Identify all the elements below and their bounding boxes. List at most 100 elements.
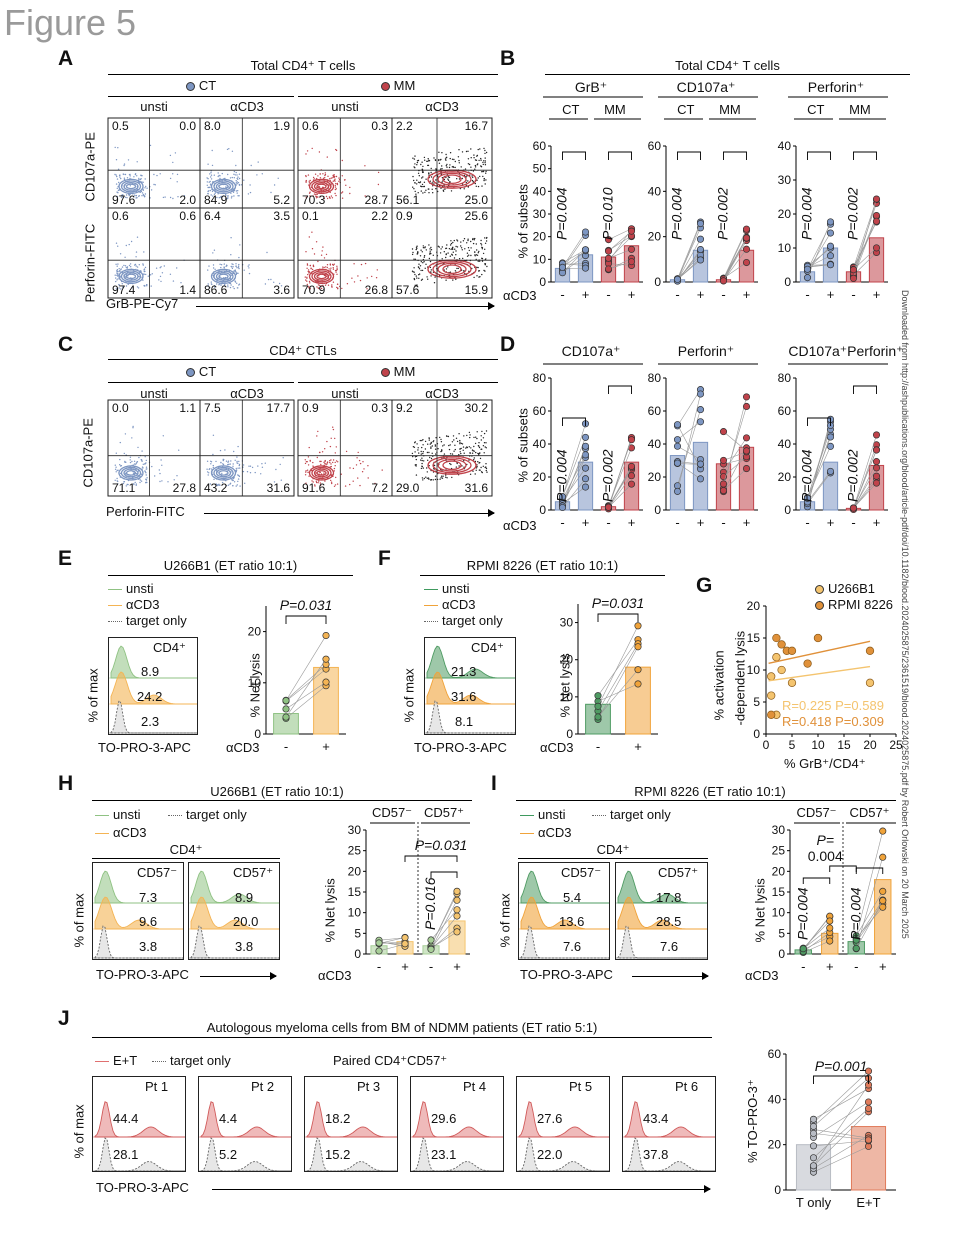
event-dot xyxy=(475,469,477,471)
data-point xyxy=(673,487,682,495)
event-dot xyxy=(211,164,214,167)
event-dot xyxy=(135,484,137,486)
event-dot xyxy=(176,267,178,269)
event-dot xyxy=(220,461,222,464)
y-tick-label: 20 xyxy=(778,470,792,484)
a-xlabel: GrB-PE-Cy7 xyxy=(106,296,179,311)
event-dot xyxy=(454,166,456,169)
event-dot xyxy=(474,168,476,170)
event-dot xyxy=(418,452,420,454)
event-dot xyxy=(460,452,462,455)
pair-line xyxy=(285,635,327,701)
event-dot xyxy=(349,186,351,189)
event-dot xyxy=(312,481,314,483)
event-dot xyxy=(124,275,126,277)
event-dot xyxy=(330,177,332,179)
event-dot xyxy=(119,458,121,461)
data-point xyxy=(826,242,835,250)
c-title-rule xyxy=(108,359,498,360)
d-pvalue: P=0.002 xyxy=(600,449,616,502)
event-dot xyxy=(141,175,143,177)
data-point xyxy=(282,697,290,705)
event-dot xyxy=(467,158,470,160)
event-dot xyxy=(467,239,469,242)
event-dot xyxy=(233,177,235,179)
j-pt-n: Pt 4 xyxy=(463,1079,487,1094)
event-dot xyxy=(421,439,423,442)
event-dot xyxy=(207,163,209,165)
pair-line xyxy=(803,927,830,949)
contour xyxy=(213,466,234,480)
event-dot xyxy=(115,288,118,290)
panel-label-e: E xyxy=(58,547,73,570)
a-title-rule xyxy=(108,74,498,75)
data-point xyxy=(604,254,613,262)
pair-line xyxy=(723,228,747,279)
event-dot xyxy=(232,485,234,487)
event-dot xyxy=(135,462,138,464)
data-point xyxy=(581,464,590,472)
event-dot xyxy=(328,268,330,270)
x-tick-label: - xyxy=(675,515,679,530)
event-dot xyxy=(210,176,212,178)
x-tick-label: - xyxy=(675,287,679,302)
event-dot xyxy=(424,159,426,161)
event-dot xyxy=(376,269,378,271)
event-dot xyxy=(414,163,416,165)
event-dot xyxy=(466,242,468,244)
event-dot xyxy=(160,280,162,283)
event-dot xyxy=(414,190,416,193)
event-dot xyxy=(329,445,332,448)
event-dot xyxy=(115,471,117,473)
event-dot xyxy=(214,192,216,194)
event-dot xyxy=(233,287,235,290)
event-dot xyxy=(230,197,233,199)
data-point xyxy=(879,853,887,861)
event-dot xyxy=(332,174,334,177)
event-dot xyxy=(244,482,246,484)
b-chart-1 xyxy=(663,145,758,285)
event-dot xyxy=(138,275,140,278)
y-tick-label: 15 xyxy=(348,885,362,899)
p-value: P=0.031 xyxy=(592,595,645,611)
event-dot xyxy=(430,176,433,178)
e-bars xyxy=(263,606,346,735)
i-legend-target: target only xyxy=(592,807,671,822)
event-dot xyxy=(336,268,338,271)
data-point xyxy=(627,436,636,444)
event-dot xyxy=(465,181,467,184)
data-point xyxy=(742,402,751,411)
x-tick-label: - xyxy=(805,287,809,302)
event-dot xyxy=(236,267,238,269)
event-dot xyxy=(332,180,334,182)
event-dot xyxy=(463,238,466,240)
event-dot xyxy=(452,279,454,281)
data-point xyxy=(826,218,835,226)
quadrant-value: 0.9 xyxy=(396,209,413,223)
quadrant-value: 27.8 xyxy=(173,481,197,495)
event-dot xyxy=(119,253,122,255)
event-dot xyxy=(416,160,419,162)
pair-line xyxy=(807,471,831,503)
event-dot xyxy=(323,196,325,198)
d-bracket xyxy=(853,385,877,394)
event-dot xyxy=(423,460,425,462)
event-dot xyxy=(229,177,232,179)
d-group-title: Perforin⁺ xyxy=(678,343,734,359)
event-dot xyxy=(144,456,146,458)
event-dot xyxy=(452,251,454,253)
h-val-2a: 8.9 xyxy=(235,890,254,905)
event-dot xyxy=(115,466,117,468)
y-tick-label: 25 xyxy=(772,844,786,858)
event-dot xyxy=(313,253,316,255)
contour xyxy=(125,470,137,476)
pair-line xyxy=(813,1129,869,1139)
j-legend-target: target only xyxy=(152,1053,231,1068)
event-dot xyxy=(320,460,322,463)
event-dot xyxy=(235,182,237,184)
pair-line xyxy=(597,643,639,712)
event-dot xyxy=(231,267,234,270)
event-dot xyxy=(451,158,454,160)
pair-line xyxy=(608,439,632,507)
event-dot xyxy=(441,165,443,167)
